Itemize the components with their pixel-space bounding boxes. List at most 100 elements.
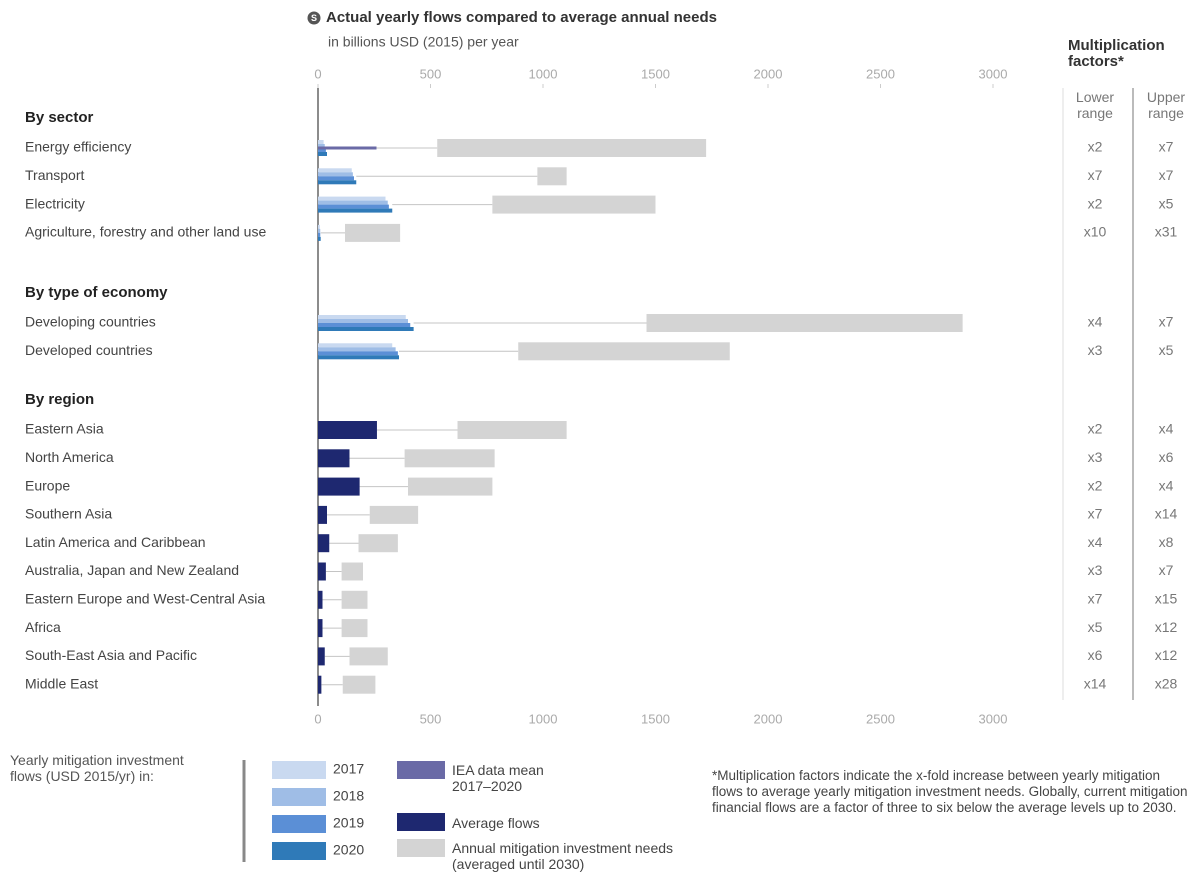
flow-bar <box>318 180 357 185</box>
needs-bar <box>349 647 388 666</box>
factor-upper: x6 <box>1159 449 1174 465</box>
average-bar <box>318 534 330 553</box>
legend-label: Average flows <box>452 815 540 831</box>
factor-lower: x7 <box>1088 591 1103 607</box>
needs-bar <box>457 421 567 439</box>
factor-lower: x2 <box>1088 477 1103 493</box>
average-bar <box>318 619 323 638</box>
average-bar <box>318 449 350 468</box>
category-label: Latin America and Caribbean <box>25 534 206 550</box>
factors-title: Multiplication factors* <box>1068 37 1165 70</box>
flow-bar <box>318 144 325 148</box>
x-tick-label: 2000 <box>754 711 783 726</box>
x-tick-label: 3000 <box>979 66 1008 81</box>
chart-subtitle: in billions USD (2015) per year <box>328 34 519 50</box>
average-bar <box>318 562 326 581</box>
factor-upper: x28 <box>1155 675 1178 691</box>
factor-lower: x5 <box>1088 619 1103 635</box>
category-label: Developing countries <box>25 314 156 330</box>
legend-label: Annual mitigation investment needs (aver… <box>452 840 674 872</box>
factor-lower: x6 <box>1088 647 1103 663</box>
average-bar <box>318 675 322 694</box>
category-label: Developed countries <box>25 342 153 358</box>
panel-label: S <box>311 13 317 23</box>
needs-bar <box>342 675 376 694</box>
average-bar <box>318 590 323 609</box>
factor-upper: x4 <box>1159 421 1174 437</box>
category-label: Africa <box>25 619 61 635</box>
factor-upper: x7 <box>1159 139 1174 155</box>
x-tick-label: 1000 <box>529 66 558 81</box>
legend-swatch <box>397 813 445 831</box>
average-bar <box>318 505 327 524</box>
category-label: Eastern Asia <box>25 421 104 437</box>
factor-upper: x7 <box>1159 314 1174 330</box>
flow-bar <box>318 351 398 356</box>
flow-bar <box>318 208 393 213</box>
category-label: Agriculture, forestry and other land use <box>25 224 266 240</box>
flow-bar <box>318 236 321 241</box>
x-tick-label: 1500 <box>641 66 670 81</box>
x-tick-label: 1500 <box>641 711 670 726</box>
legend-label: 2018 <box>333 788 364 804</box>
category-label: Eastern Europe and West-Central Asia <box>25 591 265 607</box>
legend-title: Yearly mitigation investment flows (USD … <box>10 752 184 784</box>
x-tick-label: 2500 <box>866 711 895 726</box>
group-title: By region <box>25 391 94 408</box>
category-label: Europe <box>25 477 70 493</box>
flow-bar <box>318 152 327 156</box>
x-tick-label: 500 <box>420 66 442 81</box>
factors-column: Upper range <box>1146 89 1186 121</box>
panel-icon <box>307 11 321 25</box>
flow-bar <box>318 168 352 173</box>
needs-bar <box>646 314 963 332</box>
flow-bar <box>318 315 406 319</box>
category-label: Energy efficiency <box>25 139 131 155</box>
factor-lower: x7 <box>1088 167 1103 183</box>
flow-bar <box>318 176 354 181</box>
factor-lower: x3 <box>1088 449 1103 465</box>
flow-bar <box>318 204 389 209</box>
iea-bar <box>318 146 377 150</box>
group-title: By type of economy <box>25 284 168 301</box>
footnote: *Multiplication factors indicate the x-f… <box>712 768 1188 815</box>
flow-bar <box>318 232 321 237</box>
needs-bar <box>341 590 368 609</box>
category-label: North America <box>25 449 114 465</box>
category-label: Southern Asia <box>25 506 112 522</box>
legend-swatch <box>397 761 445 779</box>
category-label: Middle East <box>25 675 98 691</box>
factor-lower: x3 <box>1088 342 1103 358</box>
legend-label: 2020 <box>333 842 364 858</box>
needs-bar <box>537 167 567 186</box>
legend-swatch <box>272 761 326 779</box>
factor-upper: x31 <box>1155 224 1178 240</box>
flow-bar <box>318 347 396 352</box>
needs-bar <box>341 619 368 638</box>
category-label: Transport <box>25 167 85 183</box>
needs-bar <box>341 562 363 581</box>
x-tick-label: 500 <box>420 711 442 726</box>
category-label: South-East Asia and Pacific <box>25 647 197 663</box>
average-bar <box>318 477 360 496</box>
needs-bar <box>518 342 730 361</box>
x-tick-label: 0 <box>314 66 321 81</box>
needs-bar <box>345 223 401 242</box>
factor-upper: x5 <box>1159 342 1174 358</box>
factor-upper: x14 <box>1155 506 1178 522</box>
category-label: Electricity <box>25 195 85 211</box>
flow-bar <box>318 327 414 331</box>
legend-label: 2019 <box>333 815 364 831</box>
factor-upper: x12 <box>1155 619 1178 635</box>
chart-title: Actual yearly flows compared to average … <box>326 9 717 26</box>
flow-bar <box>318 355 399 360</box>
flow-bar <box>318 140 324 144</box>
needs-bar <box>437 139 707 157</box>
x-tick-label: 3000 <box>979 711 1008 726</box>
flow-bar <box>318 323 411 327</box>
x-tick-label: 2000 <box>754 66 783 81</box>
flow-bar <box>318 148 326 152</box>
factor-upper: x7 <box>1159 562 1174 578</box>
needs-bar <box>492 195 656 214</box>
